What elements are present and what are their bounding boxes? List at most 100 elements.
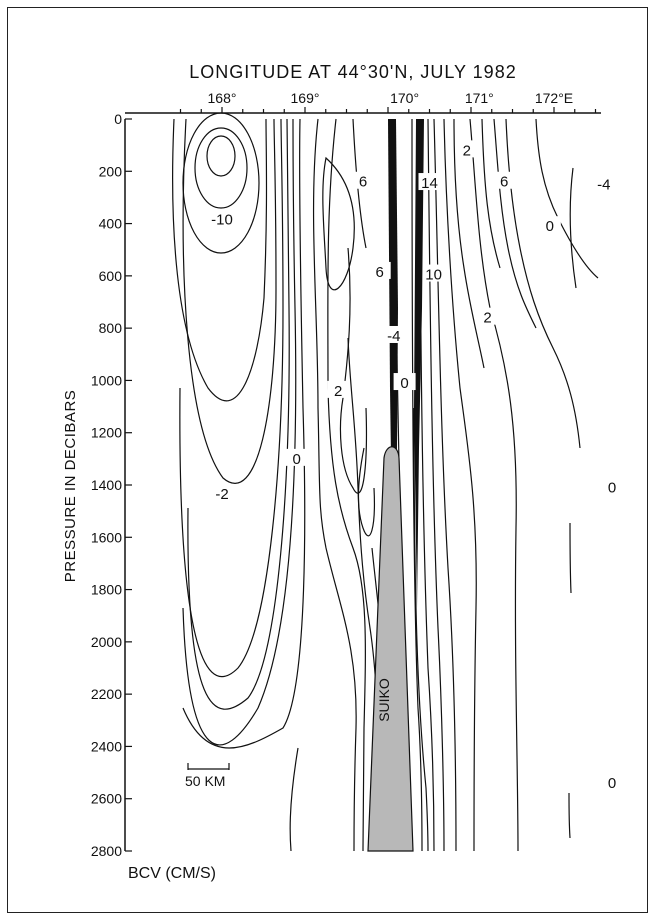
contour-label: 6 xyxy=(359,174,367,191)
contour-line xyxy=(481,118,501,269)
x-tick-label: 168° xyxy=(208,90,237,106)
contour-line xyxy=(568,792,571,839)
contour-label-bg xyxy=(455,140,478,158)
contour-line xyxy=(453,118,485,369)
top-axis-ticks xyxy=(179,107,597,113)
contour-label: 6 xyxy=(376,264,384,281)
scale-bar-label: 50 KM xyxy=(185,773,225,789)
contour-label-bg xyxy=(382,325,405,343)
contour-line xyxy=(172,118,268,402)
y-tick-label: 2600 xyxy=(91,791,122,807)
contour-label: -4 xyxy=(597,176,610,193)
contour-label-bg xyxy=(285,448,308,466)
jet-core xyxy=(388,119,424,608)
y-tick-label: 2400 xyxy=(91,738,122,754)
y-tick-label: 0 xyxy=(114,111,122,127)
y-tick-label: 1200 xyxy=(91,425,122,441)
contour-label-bg xyxy=(352,171,375,189)
contour-label: 2 xyxy=(463,142,471,159)
contour-line xyxy=(187,118,290,710)
seamount-shape xyxy=(367,446,414,852)
contour-label: 0 xyxy=(546,218,554,235)
contour-label-bg xyxy=(418,173,441,191)
y-tick-label: 2000 xyxy=(91,634,122,650)
seamount: SUIKO xyxy=(367,446,414,852)
y-tick-label: 1800 xyxy=(91,582,122,598)
y-tick-label: 1000 xyxy=(91,372,122,388)
contour-label: 14 xyxy=(421,175,438,192)
y-tick-label: 400 xyxy=(99,216,123,232)
contour-labels: -10 -2 0 2 6 6 -4 0 14 10 2 6 2 0 -4 0 0 xyxy=(211,140,624,792)
contour-line xyxy=(182,118,277,484)
contour-line xyxy=(352,118,367,249)
contour-label: 0 xyxy=(608,480,616,497)
x-tick-label: 171° xyxy=(465,90,494,106)
contour-line xyxy=(411,118,423,852)
x-tick-labels: 168° 169° 170° 171° 172°E xyxy=(208,90,574,106)
contour-label-bg xyxy=(493,171,516,189)
contour-label-bg xyxy=(538,216,561,234)
contour-line xyxy=(322,156,355,291)
contour-label: -4 xyxy=(387,328,400,345)
contour-line xyxy=(182,118,297,746)
jet-core-band-right xyxy=(414,119,424,608)
contour-label-bg xyxy=(368,261,391,279)
contour-label: 0 xyxy=(400,375,408,392)
contour-label-bg xyxy=(211,484,233,502)
contour-label: 0 xyxy=(608,775,616,792)
contour-label-bg xyxy=(211,209,233,227)
y-tick-labels: 0 200 400 600 800 1000 1200 1400 1600 1800 2000 220… xyxy=(91,111,122,859)
contour-label: -2 xyxy=(215,486,228,503)
contour-line xyxy=(339,247,368,494)
contour-line xyxy=(413,407,429,852)
contour-label-bg xyxy=(601,773,624,791)
contour-label: 2 xyxy=(334,383,342,400)
contour-label: 0 xyxy=(293,451,301,468)
y-tick-label: 1600 xyxy=(91,529,122,545)
contour-label-bg xyxy=(393,373,416,391)
jet-core-band-left xyxy=(388,119,398,528)
figure-frame: LONGITUDE AT 44°30'N, JULY 1982 168° 169°… xyxy=(7,7,648,913)
contour-label: 2 xyxy=(483,310,491,327)
contour-label-bg xyxy=(601,477,624,495)
contour-line xyxy=(569,522,572,594)
y-tick-label: 800 xyxy=(99,320,123,336)
units-label: BCV (CM/S) xyxy=(128,865,216,882)
contour-line xyxy=(427,118,445,852)
contour-line xyxy=(312,118,357,852)
y-axis-label: PRESSURE IN DECIBARS xyxy=(62,390,79,583)
y-tick-label: 2800 xyxy=(91,843,122,859)
contour-line xyxy=(289,747,299,852)
x-tick-label: 172°E xyxy=(535,90,573,106)
contour-line xyxy=(327,118,366,852)
contour-line xyxy=(358,447,375,537)
contour-line xyxy=(194,127,248,209)
contour-line xyxy=(347,337,359,489)
chart-title: LONGITUDE AT 44°30'N, JULY 1982 xyxy=(189,62,516,82)
y-tick-label: 1400 xyxy=(91,477,122,493)
x-tick-label: 169° xyxy=(291,90,320,106)
contour-label: 6 xyxy=(500,174,508,191)
left-axis-ticks xyxy=(125,118,132,852)
contour-line xyxy=(569,167,577,289)
contour-label: 10 xyxy=(425,267,442,284)
contour-line xyxy=(493,118,537,329)
contour-label-bg xyxy=(592,174,615,192)
contour-line xyxy=(182,118,306,749)
contour-label-bg xyxy=(476,307,499,325)
contour-line xyxy=(433,118,457,852)
contour-label-bg xyxy=(327,380,350,398)
y-tick-label: 200 xyxy=(99,163,123,179)
y-tick-label: 2200 xyxy=(91,686,122,702)
contour-chart: LONGITUDE AT 44°30'N, JULY 1982 168° 169°… xyxy=(62,62,624,882)
contour-line xyxy=(443,118,477,852)
contour-label-bg xyxy=(422,264,445,282)
scale-bar: 50 KM xyxy=(185,763,230,789)
x-tick-label: 170° xyxy=(390,90,419,106)
seamount-label: SUIKO xyxy=(376,678,392,722)
contour-line xyxy=(206,135,236,177)
y-tick-label: 600 xyxy=(99,268,123,284)
contour-line xyxy=(182,112,260,254)
contour-line xyxy=(535,118,599,279)
contour-line xyxy=(469,118,519,852)
